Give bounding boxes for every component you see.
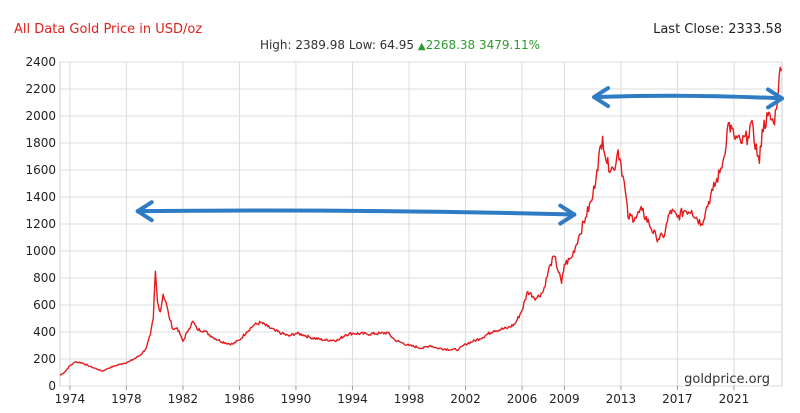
change-value: 2268.38 bbox=[425, 38, 476, 52]
x-tick-label: 2013 bbox=[606, 392, 637, 406]
arrow-head bbox=[592, 86, 611, 109]
x-tick-label: 1986 bbox=[224, 392, 255, 406]
high-value: High: 2389.98 bbox=[259, 38, 346, 52]
arrow-head bbox=[766, 87, 784, 110]
y-tick-label: 800 bbox=[33, 271, 56, 285]
stats-line: High: 2389.98 Low: 64.95 ▲2268.38 3479.1… bbox=[0, 38, 800, 52]
y-tick-label: 2000 bbox=[25, 109, 56, 123]
x-tick-label: 2021 bbox=[719, 392, 750, 406]
y-tick-label: 1400 bbox=[25, 190, 56, 204]
grid bbox=[60, 61, 782, 387]
arrow-head bbox=[135, 200, 154, 223]
y-axis: 0 200 400 600 800 1000 1200 1400 1600 1800 2000 220… bbox=[25, 55, 56, 393]
x-tick-label: 2017 bbox=[662, 392, 693, 406]
y-tick-label: 1800 bbox=[25, 136, 56, 150]
y-tick-label: 1200 bbox=[25, 217, 56, 231]
watermark: goldprice.org bbox=[684, 372, 770, 387]
y-tick-label: 0 bbox=[48, 379, 56, 393]
x-tick-label: 2009 bbox=[549, 392, 580, 406]
y-tick-label: 1000 bbox=[25, 244, 56, 258]
y-tick-label: 400 bbox=[33, 325, 56, 339]
y-tick-label: 2200 bbox=[25, 82, 56, 96]
up-arrow-icon: ▲ bbox=[417, 41, 426, 52]
x-tick-label: 1978 bbox=[111, 392, 142, 406]
chart-title: All Data Gold Price in USD/oz bbox=[14, 22, 203, 37]
y-tick-label: 1600 bbox=[25, 163, 56, 177]
change-percent: 3479.11% bbox=[479, 38, 541, 52]
arrow-head bbox=[558, 203, 577, 226]
double-arrow-annotation bbox=[135, 200, 577, 226]
y-tick-label: 2400 bbox=[25, 55, 56, 69]
double-arrow-annotation bbox=[592, 86, 784, 110]
x-tick-label: 2002 bbox=[450, 392, 481, 406]
low-value: Low: 64.95 bbox=[348, 38, 415, 52]
arrow-shaft bbox=[592, 93, 784, 101]
x-tick-label: 1982 bbox=[168, 392, 199, 406]
x-tick-label: 1998 bbox=[394, 392, 425, 406]
x-axis: 1974 1978 1982 1986 1990 1994 1998 2002 2006 2009… bbox=[55, 386, 750, 406]
annotations bbox=[135, 86, 784, 226]
arrow-shaft bbox=[135, 208, 577, 217]
gold-price-line bbox=[59, 66, 782, 376]
y-tick-label: 200 bbox=[33, 352, 56, 366]
x-tick-label: 1990 bbox=[281, 392, 312, 406]
y-tick-label: 600 bbox=[33, 298, 56, 312]
last-close: Last Close: 2333.58 bbox=[653, 22, 782, 37]
x-tick-label: 2006 bbox=[507, 392, 538, 406]
x-tick-label: 1974 bbox=[55, 392, 86, 406]
x-tick-label: 1994 bbox=[337, 392, 368, 406]
